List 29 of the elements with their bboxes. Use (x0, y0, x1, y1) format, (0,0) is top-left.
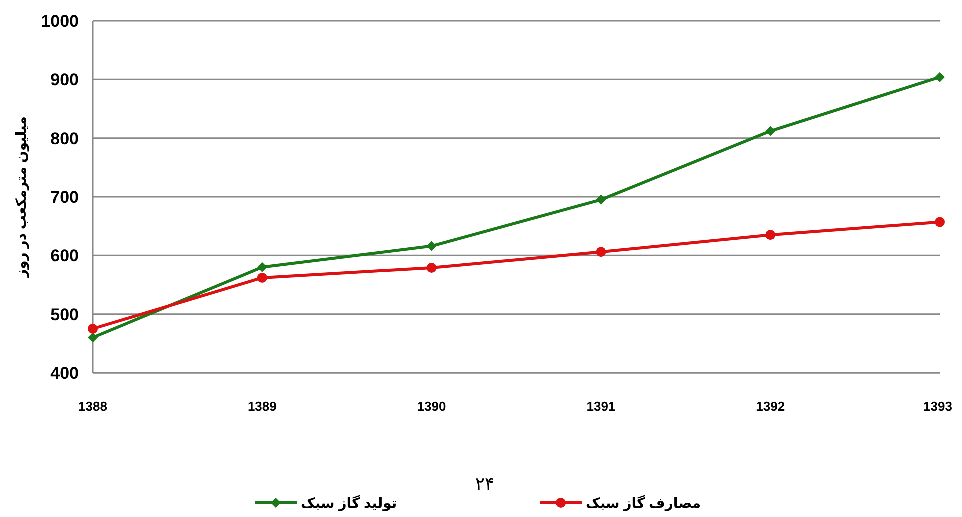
x-tick-label: 1390 (417, 399, 446, 414)
y-tick-label: 700 (50, 188, 79, 207)
x-tick-label: 1388 (78, 399, 108, 414)
x-tick-label: 1392 (756, 399, 786, 414)
legend-label: تولید گاز سبک (301, 495, 398, 512)
x-tick-label: 1389 (248, 399, 277, 414)
y-tick-label: 900 (50, 70, 79, 90)
point (257, 262, 268, 272)
point (766, 230, 776, 240)
point (426, 262, 437, 273)
legend-label: مصارف گاز سبک (586, 495, 702, 512)
y-axis-title: میلیون مترمکعب در روز (13, 116, 30, 278)
y-tick-label: 800 (50, 129, 79, 148)
x-tick-label: 1393 (924, 399, 952, 414)
point (766, 126, 776, 136)
point (88, 332, 98, 343)
y-tick-label: 500 (50, 305, 79, 324)
point (88, 324, 98, 334)
point (596, 194, 606, 205)
point (935, 72, 945, 82)
x-tick-label: 1391 (586, 399, 616, 414)
point (935, 217, 945, 228)
text: ۲۴ (475, 474, 495, 494)
y-tick-label: 400 (50, 364, 79, 383)
point (596, 247, 606, 258)
point (257, 272, 268, 283)
point (426, 241, 437, 252)
y-tick-label: 600 (50, 246, 79, 266)
y-tick-label: 1000 (41, 12, 79, 31)
